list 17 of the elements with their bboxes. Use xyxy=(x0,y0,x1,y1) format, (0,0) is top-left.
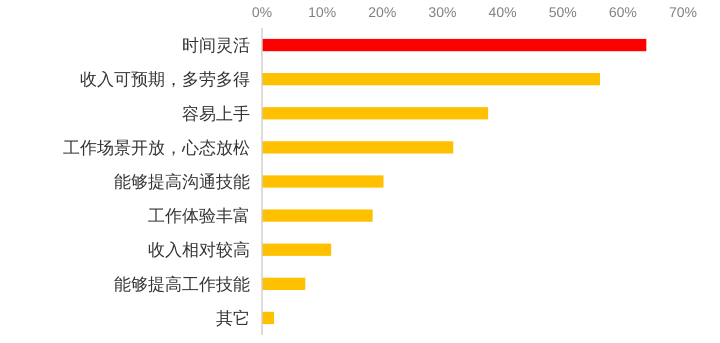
y-tick-label: 时间灵活 xyxy=(182,36,250,56)
x-tick-label: 30% xyxy=(428,4,456,20)
y-tick-label: 能够提高工作技能 xyxy=(114,274,250,294)
y-tick-label: 工作场景开放，心态放松 xyxy=(63,138,250,158)
x-tick-label: 40% xyxy=(488,4,517,20)
y-tick-label: 容易上手 xyxy=(182,104,250,124)
x-tick-label: 10% xyxy=(308,4,336,20)
y-tick-label: 收入可预期，多劳多得 xyxy=(80,70,250,90)
x-tick-label: 70% xyxy=(668,4,698,20)
x-tick-label: 60% xyxy=(608,4,637,20)
y-tick-label: 其它 xyxy=(216,308,250,328)
x-tick-label: 20% xyxy=(368,4,396,20)
y-tick-label: 能够提高沟通技能 xyxy=(114,172,250,192)
y-tick-label: 收入相对较高 xyxy=(148,240,250,260)
y-tick-label: 工作体验丰富 xyxy=(148,206,250,226)
x-tick-label: 0% xyxy=(252,4,272,20)
x-tick-label: 50% xyxy=(548,4,577,20)
